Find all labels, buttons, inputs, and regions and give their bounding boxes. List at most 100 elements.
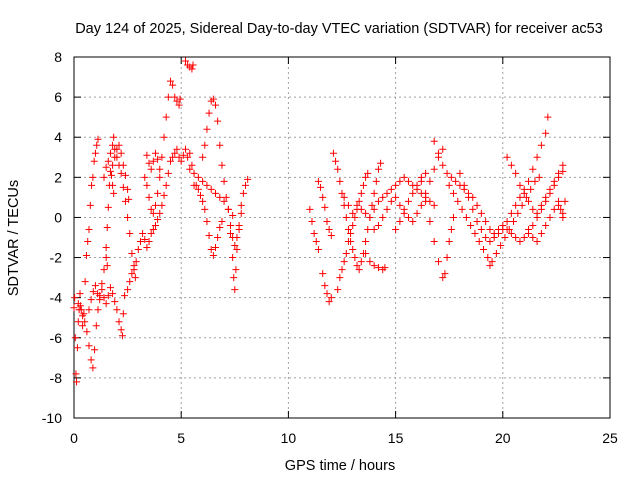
data-point bbox=[212, 244, 220, 252]
data-point bbox=[201, 141, 209, 149]
data-point bbox=[74, 318, 82, 326]
data-point bbox=[207, 246, 215, 254]
data-point bbox=[392, 193, 400, 201]
data-point bbox=[81, 278, 89, 286]
data-point bbox=[81, 318, 89, 326]
data-point bbox=[387, 185, 395, 193]
data-point bbox=[344, 201, 352, 209]
data-point bbox=[542, 129, 550, 137]
data-point bbox=[171, 149, 179, 157]
data-point bbox=[449, 189, 457, 197]
data-point bbox=[227, 221, 235, 229]
data-point bbox=[323, 217, 331, 225]
data-point bbox=[94, 306, 102, 314]
data-point bbox=[145, 159, 153, 167]
data-point bbox=[164, 169, 172, 177]
data-point bbox=[460, 181, 468, 189]
data-point bbox=[381, 264, 389, 272]
data-point bbox=[447, 173, 455, 181]
data-point bbox=[103, 223, 111, 231]
data-point bbox=[205, 109, 213, 117]
data-point bbox=[104, 292, 112, 300]
data-point bbox=[201, 205, 209, 213]
data-point bbox=[537, 201, 545, 209]
data-point bbox=[357, 258, 365, 266]
data-point bbox=[76, 302, 84, 310]
data-point bbox=[115, 318, 123, 326]
data-point bbox=[111, 298, 119, 306]
data-point bbox=[169, 81, 177, 89]
data-point bbox=[396, 177, 404, 185]
data-point bbox=[103, 262, 111, 270]
data-point bbox=[559, 213, 567, 221]
x-tick-label: 5 bbox=[177, 430, 185, 446]
data-point bbox=[430, 238, 438, 246]
data-point bbox=[109, 290, 117, 298]
data-point bbox=[417, 177, 425, 185]
data-point bbox=[102, 254, 110, 262]
data-point bbox=[214, 234, 222, 241]
data-point bbox=[173, 145, 181, 153]
data-point bbox=[417, 201, 425, 209]
data-point bbox=[383, 205, 391, 213]
data-point bbox=[96, 296, 104, 304]
data-point bbox=[119, 183, 127, 191]
data-point bbox=[400, 173, 408, 181]
data-point bbox=[162, 181, 170, 189]
data-point bbox=[233, 234, 241, 241]
data-point bbox=[364, 169, 372, 177]
data-point bbox=[484, 254, 492, 262]
data-point bbox=[169, 153, 177, 161]
data-point bbox=[525, 225, 533, 233]
data-point bbox=[550, 205, 558, 213]
data-point bbox=[156, 173, 164, 181]
data-point bbox=[471, 229, 479, 237]
data-point bbox=[362, 173, 370, 181]
data-point bbox=[342, 213, 350, 221]
data-point bbox=[199, 197, 207, 205]
data-point bbox=[158, 153, 166, 161]
data-point bbox=[370, 189, 378, 197]
data-point bbox=[366, 258, 374, 266]
data-point bbox=[321, 282, 329, 290]
data-point bbox=[220, 197, 228, 205]
data-point bbox=[117, 149, 125, 157]
data-point bbox=[209, 252, 217, 260]
data-point bbox=[233, 246, 241, 254]
data-point bbox=[362, 209, 370, 217]
data-point bbox=[344, 225, 352, 233]
y-tick-label: 6 bbox=[54, 89, 62, 105]
data-point bbox=[561, 197, 569, 205]
data-point bbox=[372, 177, 380, 185]
data-point bbox=[370, 225, 378, 233]
data-point bbox=[392, 181, 400, 189]
data-point bbox=[488, 258, 496, 266]
y-tick-label: -2 bbox=[50, 250, 63, 266]
data-point bbox=[332, 157, 340, 165]
data-point bbox=[111, 153, 119, 161]
data-point bbox=[520, 234, 528, 241]
data-point bbox=[119, 161, 127, 169]
data-point bbox=[231, 286, 239, 294]
data-point bbox=[209, 95, 217, 103]
data-point bbox=[87, 356, 95, 364]
tick-labels: 0 5 10 15 20 25 -10 -8 -6 -4 -2 0 2 4 6 8 bbox=[42, 49, 618, 446]
chart-title: Day 124 of 2025, Sidereal Day-to-day VTE… bbox=[75, 21, 603, 37]
data-point bbox=[212, 101, 220, 109]
data-point bbox=[387, 197, 395, 205]
data-point bbox=[239, 189, 247, 197]
data-point bbox=[134, 246, 142, 254]
data-point bbox=[91, 149, 99, 157]
data-point bbox=[82, 252, 90, 260]
data-point bbox=[469, 205, 477, 213]
data-point bbox=[447, 225, 455, 233]
data-point bbox=[430, 165, 438, 173]
data-point bbox=[306, 205, 314, 213]
data-point bbox=[525, 177, 533, 185]
data-point bbox=[113, 145, 121, 153]
data-point bbox=[110, 133, 118, 141]
data-point bbox=[529, 205, 537, 213]
data-point bbox=[349, 209, 357, 217]
data-point bbox=[216, 223, 224, 231]
x-tick-label: 0 bbox=[70, 430, 78, 446]
